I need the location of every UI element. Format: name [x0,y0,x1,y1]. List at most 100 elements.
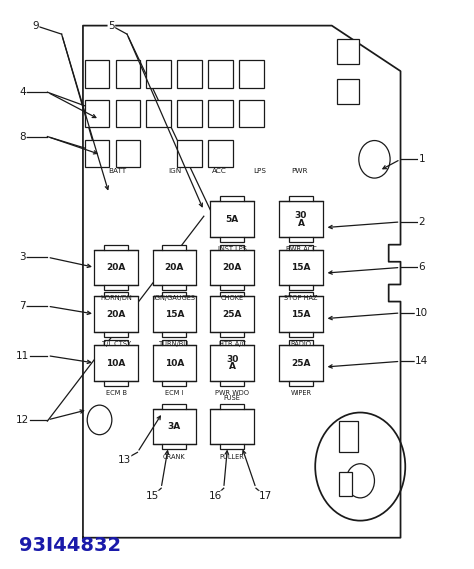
Bar [289,381,313,386]
Text: 14: 14 [415,356,428,366]
Text: 20A: 20A [107,263,126,272]
Bar [163,444,186,450]
Bar [153,345,196,381]
Text: 15A: 15A [291,263,311,272]
Bar [85,100,109,127]
Text: PWR: PWR [292,168,308,174]
Text: 17: 17 [259,491,272,501]
Bar [163,332,186,337]
Text: 1: 1 [419,154,425,164]
Text: IGN: IGN [168,168,181,174]
Text: 93I44832: 93I44832 [19,535,121,555]
Bar [279,250,323,285]
Bar [289,291,313,296]
Bar [85,140,109,167]
Bar [339,472,352,496]
Bar [210,409,254,444]
Bar [208,60,233,88]
Text: 20A: 20A [107,310,126,319]
Bar [153,296,196,332]
Text: STOP HAZ: STOP HAZ [284,295,318,300]
Text: CRANK: CRANK [163,454,186,460]
Bar [94,345,138,381]
Bar [337,79,359,104]
Bar [239,100,264,127]
Bar [339,421,358,452]
Text: 6: 6 [419,262,425,273]
Text: BATT: BATT [109,168,127,174]
Bar [208,100,233,127]
Text: PULLER: PULLER [220,454,245,460]
Bar [279,201,323,237]
Bar [210,296,254,332]
Text: ECM I: ECM I [165,390,183,396]
Text: TURN/BU: TURN/BU [159,341,190,347]
Bar [220,444,244,450]
Text: PWR WDO: PWR WDO [215,390,249,396]
Text: 3: 3 [19,252,26,262]
Text: INST LPS: INST LPS [218,246,246,252]
Text: 10A: 10A [107,358,126,368]
Text: WIPER: WIPER [291,390,311,396]
Text: PWR ACC: PWR ACC [285,246,317,252]
Text: T/L CTSY: T/L CTSY [101,341,131,347]
Bar [153,250,196,285]
Text: 16: 16 [209,491,222,501]
Text: 2: 2 [419,217,425,227]
Text: 5: 5 [108,20,115,31]
Text: 10: 10 [415,308,428,318]
Bar [220,332,244,337]
Bar [210,201,254,237]
Bar [104,332,128,337]
Bar [163,340,186,345]
Bar [289,245,313,250]
Text: CHOKE: CHOKE [221,295,244,300]
Bar [146,60,171,88]
Bar [220,381,244,386]
Bar [210,345,254,381]
Text: 3A: 3A [168,422,181,431]
Bar [279,345,323,381]
Text: ECM B: ECM B [106,390,127,396]
Bar [94,250,138,285]
Bar [220,237,244,242]
Bar [104,291,128,296]
Bar [220,291,244,296]
Bar [289,237,313,242]
Text: RADIO: RADIO [291,341,311,347]
Bar [153,409,196,444]
Text: ACC: ACC [211,168,227,174]
Bar [177,100,202,127]
Text: 5A: 5A [226,215,239,224]
Text: 30
A: 30 A [295,211,307,228]
Bar [337,39,359,64]
Bar [210,250,254,285]
Bar [116,60,140,88]
Bar [163,404,186,409]
Text: LPS: LPS [253,168,266,174]
Text: 12: 12 [16,415,29,425]
Bar [289,285,313,290]
Text: 4: 4 [19,87,26,97]
Bar [163,291,186,296]
Bar [289,196,313,201]
Bar [163,285,186,290]
Text: 20A: 20A [165,263,184,272]
Text: 25A: 25A [291,358,311,368]
Text: 10A: 10A [165,358,184,368]
Bar [104,245,128,250]
Bar [220,245,244,250]
Text: 15: 15 [146,491,159,501]
Bar [239,60,264,88]
Text: 11: 11 [16,351,29,361]
Bar [220,285,244,290]
Bar [163,381,186,386]
Bar [146,100,171,127]
Text: 15A: 15A [291,310,311,319]
Bar [208,140,233,167]
Text: FUSE: FUSE [224,395,241,401]
Bar [104,340,128,345]
Text: IGN/GAUGES: IGN/GAUGES [154,295,195,300]
Bar [279,296,323,332]
Bar [116,100,140,127]
